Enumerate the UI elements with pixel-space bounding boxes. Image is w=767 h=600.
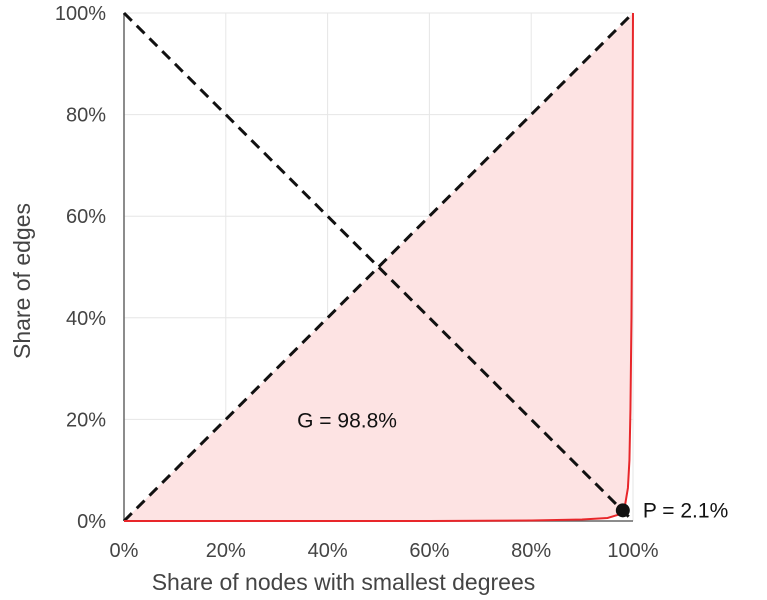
- x-tick-label: 80%: [511, 540, 551, 562]
- reference-lines: [122, 11, 635, 523]
- x-axis-title: Share of nodes with smallest degrees: [152, 569, 536, 595]
- y-tick-label: 100%: [55, 3, 106, 25]
- tick-labels: 0% 20% 40% 60% 80% 100% 0% 20% 40% 60% 80% 100%: [55, 3, 659, 562]
- x-tick-label: 100%: [607, 540, 658, 562]
- x-tick-label: 0%: [110, 540, 139, 562]
- lorenz-area-fill: [124, 13, 633, 521]
- y-tick-label: 60%: [66, 206, 106, 228]
- y-tick-label: 40%: [66, 308, 106, 330]
- y-tick-label: 0%: [77, 511, 106, 533]
- y-tick-label: 20%: [66, 409, 106, 431]
- x-tick-label: 60%: [409, 540, 449, 562]
- p-marker-point: [615, 503, 630, 518]
- p-label: P = 2.1%: [643, 499, 728, 522]
- y-axis-title: Share of edges: [9, 203, 35, 359]
- anti-diagonal-line: [122, 11, 635, 523]
- x-tick-label: 20%: [206, 540, 246, 562]
- gini-label: G = 98.8%: [297, 409, 397, 432]
- equality-line: [122, 11, 635, 523]
- y-tick-label: 80%: [66, 105, 106, 127]
- x-tick-label: 40%: [308, 540, 348, 562]
